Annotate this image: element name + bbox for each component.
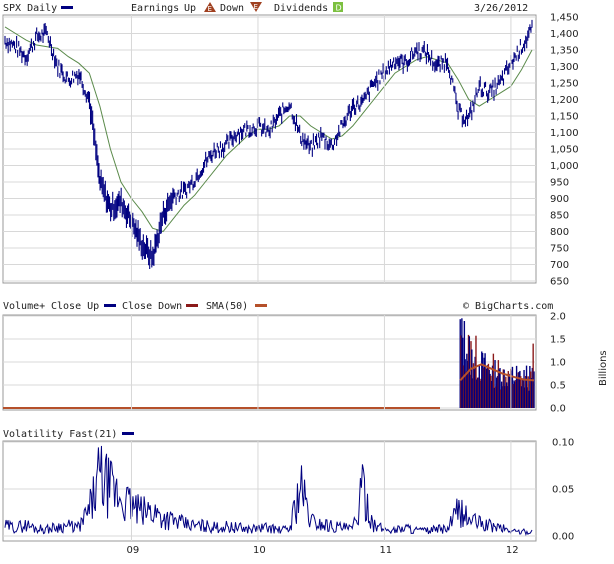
earnings-label: Earnings bbox=[131, 3, 179, 14]
volume-y-tick-label: 0.0 bbox=[550, 404, 566, 415]
volume-y-tick-label: 1.5 bbox=[550, 335, 566, 346]
price-y-tick-label: 1,050 bbox=[550, 145, 579, 156]
volume-y-tick-label: 2.0 bbox=[550, 312, 566, 323]
volatility-y-tick-label: 0.05 bbox=[552, 485, 574, 496]
x-tick-label: 12 bbox=[506, 545, 519, 556]
price-y-tick-label: 650 bbox=[550, 277, 569, 288]
volatility-swatch bbox=[122, 432, 134, 435]
price-y-tick-label: 750 bbox=[550, 244, 569, 255]
close-down-swatch bbox=[186, 304, 198, 307]
earnings-up-label: Up bbox=[184, 3, 196, 14]
svg-text:E: E bbox=[208, 5, 212, 13]
volume-y-tick-label: 1.0 bbox=[550, 358, 566, 369]
volume-title: Volume+ bbox=[3, 301, 45, 312]
bigcharts-credit: © BigCharts.com bbox=[463, 301, 553, 312]
symbol-swatch bbox=[61, 6, 73, 9]
price-y-ticks: 1,450 1,400 1,350 1,300 1,250 1,200 1,150 1,100… bbox=[550, 13, 579, 288]
sma-label: SMA(50) bbox=[206, 301, 248, 312]
close-up-swatch bbox=[104, 304, 116, 307]
price-y-tick-label: 1,100 bbox=[550, 128, 579, 139]
dividends-label: Dividends bbox=[274, 3, 328, 14]
price-y-tick-label: 1,350 bbox=[550, 46, 579, 57]
volatility-plot-area bbox=[2, 440, 537, 542]
price-y-tick-label: 1,400 bbox=[550, 29, 579, 40]
sma-swatch bbox=[255, 304, 267, 307]
billions-unit-label: Billions bbox=[598, 350, 609, 386]
price-y-tick-label: 1,000 bbox=[550, 161, 579, 172]
svg-text:E: E bbox=[254, 3, 258, 11]
x-tick-label: 09 bbox=[126, 545, 139, 556]
volatility-y-tick-label: 0.00 bbox=[552, 532, 574, 543]
volume-y-ticks: 2.0 1.5 1.0 0.5 0.0 bbox=[550, 312, 566, 415]
x-tick-label: 10 bbox=[253, 545, 266, 556]
dividends-icon: D bbox=[333, 2, 343, 13]
price-panel: 1,450 1,400 1,350 1,300 1,250 1,200 1,150 1,100… bbox=[2, 13, 579, 288]
x-tick-label: 11 bbox=[379, 545, 392, 556]
price-y-tick-label: 1,300 bbox=[550, 62, 579, 73]
earnings-down-label: Down bbox=[220, 3, 244, 14]
volume-panel: Volume+ Close Up Close Down SMA(50) © Bi… bbox=[2, 301, 609, 415]
price-y-tick-label: 1,150 bbox=[550, 112, 579, 123]
price-y-tick-label: 1,200 bbox=[550, 95, 579, 106]
chart-date: 3/26/2012 bbox=[474, 3, 528, 14]
earnings-down-icon: E bbox=[250, 2, 262, 12]
symbol-label: SPX Daily bbox=[3, 3, 57, 14]
price-y-tick-label: 800 bbox=[550, 227, 569, 238]
close-up-label: Close Up bbox=[51, 301, 99, 312]
close-down-label: Close Down bbox=[122, 301, 182, 312]
price-y-tick-label: 700 bbox=[550, 260, 569, 271]
svg-text:D: D bbox=[336, 4, 342, 13]
volatility-y-ticks: 0.10 0.05 0.00 bbox=[552, 438, 574, 543]
volatility-title: Volatility Fast(21) bbox=[3, 429, 117, 440]
volume-sma-line bbox=[459, 363, 535, 382]
price-y-tick-label: 900 bbox=[550, 194, 569, 205]
earnings-up-icon: E bbox=[204, 2, 216, 13]
price-y-tick-label: 850 bbox=[550, 211, 569, 222]
price-y-tick-label: 1,250 bbox=[550, 79, 579, 90]
price-y-tick-label: 950 bbox=[550, 178, 569, 189]
volatility-panel: Volatility Fast(21) 0.10 0.05 0.00 bbox=[2, 429, 574, 543]
price-series bbox=[4, 19, 533, 270]
price-y-tick-label: 1,450 bbox=[550, 13, 579, 24]
volume-y-tick-label: 0.5 bbox=[550, 381, 566, 392]
volatility-y-tick-label: 0.10 bbox=[552, 438, 574, 449]
x-axis-ticks: 09 10 11 12 bbox=[126, 15, 519, 556]
volatility-grid bbox=[3, 441, 536, 537]
volatility-line bbox=[4, 445, 533, 537]
volume-bars bbox=[459, 318, 535, 408]
